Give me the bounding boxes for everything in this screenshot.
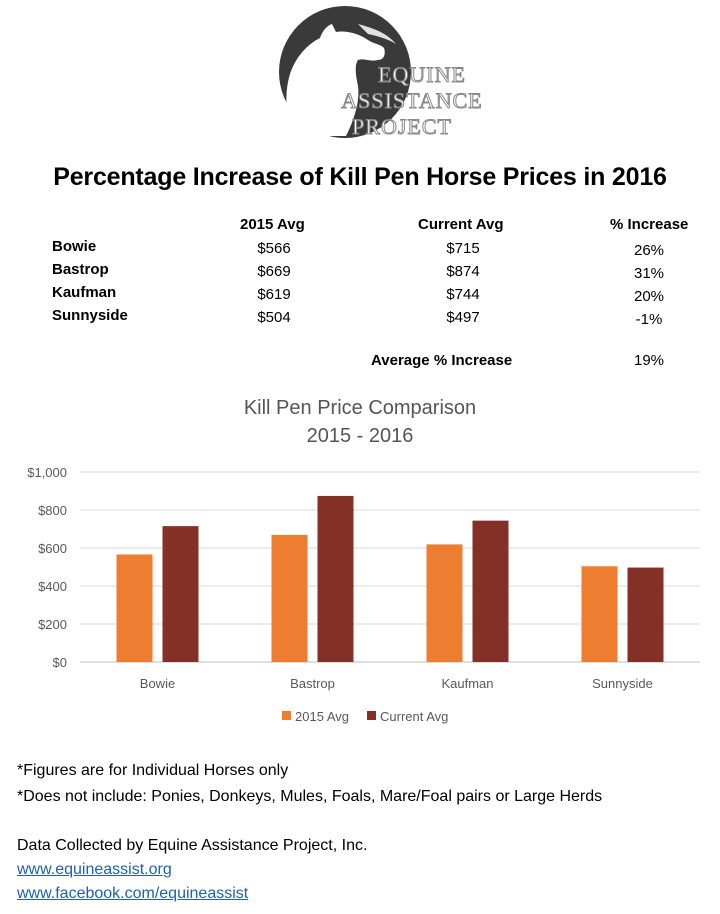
- average-increase-value: 19%: [633, 352, 665, 369]
- bar-kaufman-current: [472, 520, 509, 662]
- bar-bowie-2015: [116, 554, 153, 662]
- cell-bowie-2015: $566: [257, 240, 291, 257]
- cell-kaufman-current: $744: [446, 286, 480, 303]
- note-exclusions: *Does not include: Ponies, Donkeys, Mule…: [17, 788, 603, 805]
- cell-kaufman-2015: $619: [257, 286, 291, 303]
- header-2015-avg: 2015 Avg: [240, 216, 305, 233]
- x-tick-label-sunnyside: Sunnyside: [592, 676, 653, 691]
- cell-kaufman-increase: 20%: [633, 288, 665, 305]
- header-percent-increase: % Increase: [610, 216, 689, 233]
- y-tick-label: $400: [38, 579, 67, 594]
- cell-bastrop-2015: $669: [257, 263, 291, 280]
- cell-bowie-current: $715: [446, 240, 480, 257]
- logo-text-line-1: EQUINE: [378, 62, 466, 87]
- page-title: Percentage Increase of Kill Pen Horse Pr…: [53, 163, 667, 191]
- legend-label-1: Current Avg: [380, 709, 448, 724]
- row-label-kaufman: Kaufman: [52, 284, 117, 301]
- cell-bastrop-increase: 31%: [633, 265, 665, 282]
- bar-sunnyside-current: [627, 567, 664, 662]
- note-individual-horses: *Figures are for Individual Horses only: [17, 762, 289, 779]
- legend-swatch-0: [282, 711, 291, 720]
- website-link[interactable]: www.equineassist.org: [17, 861, 172, 878]
- row-label-bowie: Bowie: [52, 238, 97, 255]
- cell-sunnyside-increase: -1%: [635, 311, 663, 328]
- x-tick-label-kaufman: Kaufman: [441, 676, 493, 691]
- header-current-avg: Current Avg: [418, 216, 504, 233]
- row-label-bastrop: Bastrop: [52, 261, 109, 278]
- cell-sunnyside-2015: $504: [257, 309, 291, 326]
- y-tick-label: $200: [38, 617, 67, 632]
- bar-bowie-current: [162, 526, 199, 662]
- chart-subtitle: 2015 - 2016: [306, 425, 414, 447]
- cell-sunnyside-current: $497: [446, 309, 480, 326]
- logo-text-line-2: ASSISTANCE: [341, 88, 482, 113]
- y-tick-label: $0: [53, 655, 67, 670]
- bar-bastrop-2015: [271, 534, 308, 662]
- chart-title: Kill Pen Price Comparison: [243, 397, 477, 419]
- legend-swatch-1: [367, 711, 376, 720]
- data-credit: Data Collected by Equine Assistance Proj…: [17, 837, 368, 854]
- equine-assistance-logo: EQUINE ASSISTANCE PROJECT: [279, 6, 482, 140]
- price-comparison-chart: $0 $200 $400 $600 $800 $1,000 Bowie Bastrop Kauf…: [27, 465, 700, 724]
- bar-kaufman-2015: [426, 544, 463, 662]
- x-tick-label-bastrop: Bastrop: [290, 676, 335, 691]
- average-increase-label: Average % Increase: [371, 352, 513, 369]
- logo-text-line-3: PROJECT: [352, 114, 452, 139]
- facebook-link[interactable]: www.facebook.com/equineassist: [17, 885, 249, 902]
- x-tick-label-bowie: Bowie: [140, 676, 175, 691]
- cell-bastrop-current: $874: [446, 263, 480, 280]
- y-tick-label: $800: [38, 503, 67, 518]
- y-tick-label: $600: [38, 541, 67, 556]
- y-tick-label: $1,000: [27, 465, 67, 480]
- legend-label-0: 2015 Avg: [295, 709, 349, 724]
- row-label-sunnyside: Sunnyside: [52, 307, 128, 324]
- bar-sunnyside-2015: [581, 566, 618, 662]
- bar-bastrop-current: [317, 495, 354, 662]
- cell-bowie-increase: 26%: [633, 242, 665, 259]
